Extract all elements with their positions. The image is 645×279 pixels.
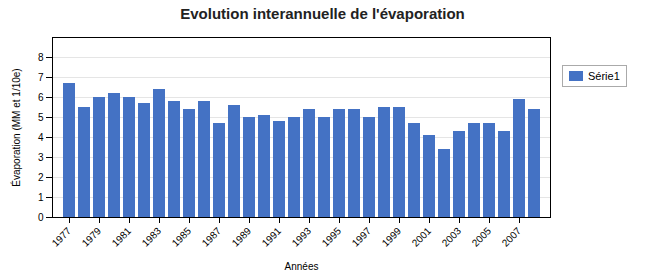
svg-text:2003: 2003 bbox=[440, 225, 464, 249]
svg-text:1995: 1995 bbox=[320, 225, 344, 249]
svg-text:2007: 2007 bbox=[500, 225, 524, 249]
svg-text:1999: 1999 bbox=[380, 225, 404, 249]
svg-text:3: 3 bbox=[38, 152, 44, 163]
html-text:Evolution interannuelle de l'é: Evolution interannuelle de l'évaporation bbox=[180, 5, 465, 22]
html-text:Série1: Série1 bbox=[588, 70, 620, 82]
svg-text:1985: 1985 bbox=[170, 225, 194, 249]
svg-text:1: 1 bbox=[38, 192, 44, 203]
svg-text:1983: 1983 bbox=[140, 225, 164, 249]
svg-text:1997: 1997 bbox=[350, 225, 374, 249]
svg-text:Évaporation (MM et 1/10e): Évaporation (MM et 1/10e) bbox=[10, 68, 22, 186]
svg-text:1993: 1993 bbox=[290, 225, 314, 249]
svg-text:1987: 1987 bbox=[200, 225, 224, 249]
svg-text:2001: 2001 bbox=[410, 225, 434, 249]
svg-text:1977: 1977 bbox=[50, 225, 74, 249]
svg-text:1979: 1979 bbox=[80, 225, 104, 249]
svg-text:1981: 1981 bbox=[110, 225, 134, 249]
svg-text:5: 5 bbox=[38, 112, 44, 123]
svg-text:1991: 1991 bbox=[260, 225, 284, 249]
svg-text:2005: 2005 bbox=[470, 225, 494, 249]
svg-text:0: 0 bbox=[38, 212, 44, 223]
svg-text:6: 6 bbox=[38, 92, 44, 103]
svg-text:8: 8 bbox=[38, 52, 44, 63]
svg-text:4: 4 bbox=[38, 132, 44, 143]
svg-text:7: 7 bbox=[38, 72, 44, 83]
svg-text:Années: Années bbox=[285, 261, 319, 272]
svg-text:1989: 1989 bbox=[230, 225, 254, 249]
svg-text:2: 2 bbox=[38, 172, 44, 183]
